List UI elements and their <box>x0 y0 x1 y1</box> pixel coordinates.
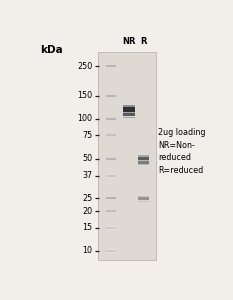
Text: 37: 37 <box>82 171 92 180</box>
Bar <box>123 112 135 113</box>
Bar <box>106 65 116 68</box>
Bar <box>106 157 116 158</box>
Bar <box>106 174 116 175</box>
Bar <box>106 94 116 95</box>
Text: NR: NR <box>123 38 136 46</box>
Text: 15: 15 <box>82 223 92 232</box>
Bar <box>106 210 116 212</box>
Text: 100: 100 <box>77 114 92 123</box>
Text: 150: 150 <box>77 91 92 100</box>
Bar <box>106 249 116 250</box>
Bar <box>106 120 116 121</box>
Text: 25: 25 <box>82 194 92 203</box>
Text: 50: 50 <box>82 154 92 163</box>
Bar <box>106 118 116 120</box>
Bar <box>106 226 116 229</box>
Text: 20: 20 <box>82 206 92 215</box>
Bar <box>138 160 149 161</box>
Bar <box>106 94 116 97</box>
Bar <box>123 117 135 118</box>
Bar <box>106 175 116 177</box>
Text: 2ug loading
NR=Non-
reduced
R=reduced: 2ug loading NR=Non- reduced R=reduced <box>158 128 206 175</box>
Text: kDa: kDa <box>40 45 63 55</box>
Bar <box>123 106 135 112</box>
Bar <box>106 197 116 200</box>
Bar <box>106 212 116 213</box>
Bar <box>106 209 116 210</box>
Bar <box>123 113 135 115</box>
Bar <box>138 164 149 165</box>
Bar <box>138 196 149 200</box>
Text: R: R <box>140 38 147 46</box>
Text: 75: 75 <box>82 131 92 140</box>
Bar <box>106 177 116 178</box>
Bar <box>106 250 116 252</box>
Bar <box>138 201 149 202</box>
Bar <box>123 112 135 116</box>
Text: 10: 10 <box>82 246 92 255</box>
Bar <box>106 117 116 118</box>
Bar <box>106 252 116 253</box>
Bar <box>138 156 149 161</box>
Text: 250: 250 <box>77 62 92 71</box>
Bar <box>98 52 156 260</box>
Bar <box>106 134 116 136</box>
Bar <box>138 155 149 157</box>
Bar <box>138 196 149 197</box>
Bar <box>138 160 149 164</box>
Bar <box>138 162 149 163</box>
Bar <box>123 105 135 107</box>
Bar <box>106 229 116 230</box>
Bar <box>106 158 116 160</box>
Bar <box>106 97 116 98</box>
